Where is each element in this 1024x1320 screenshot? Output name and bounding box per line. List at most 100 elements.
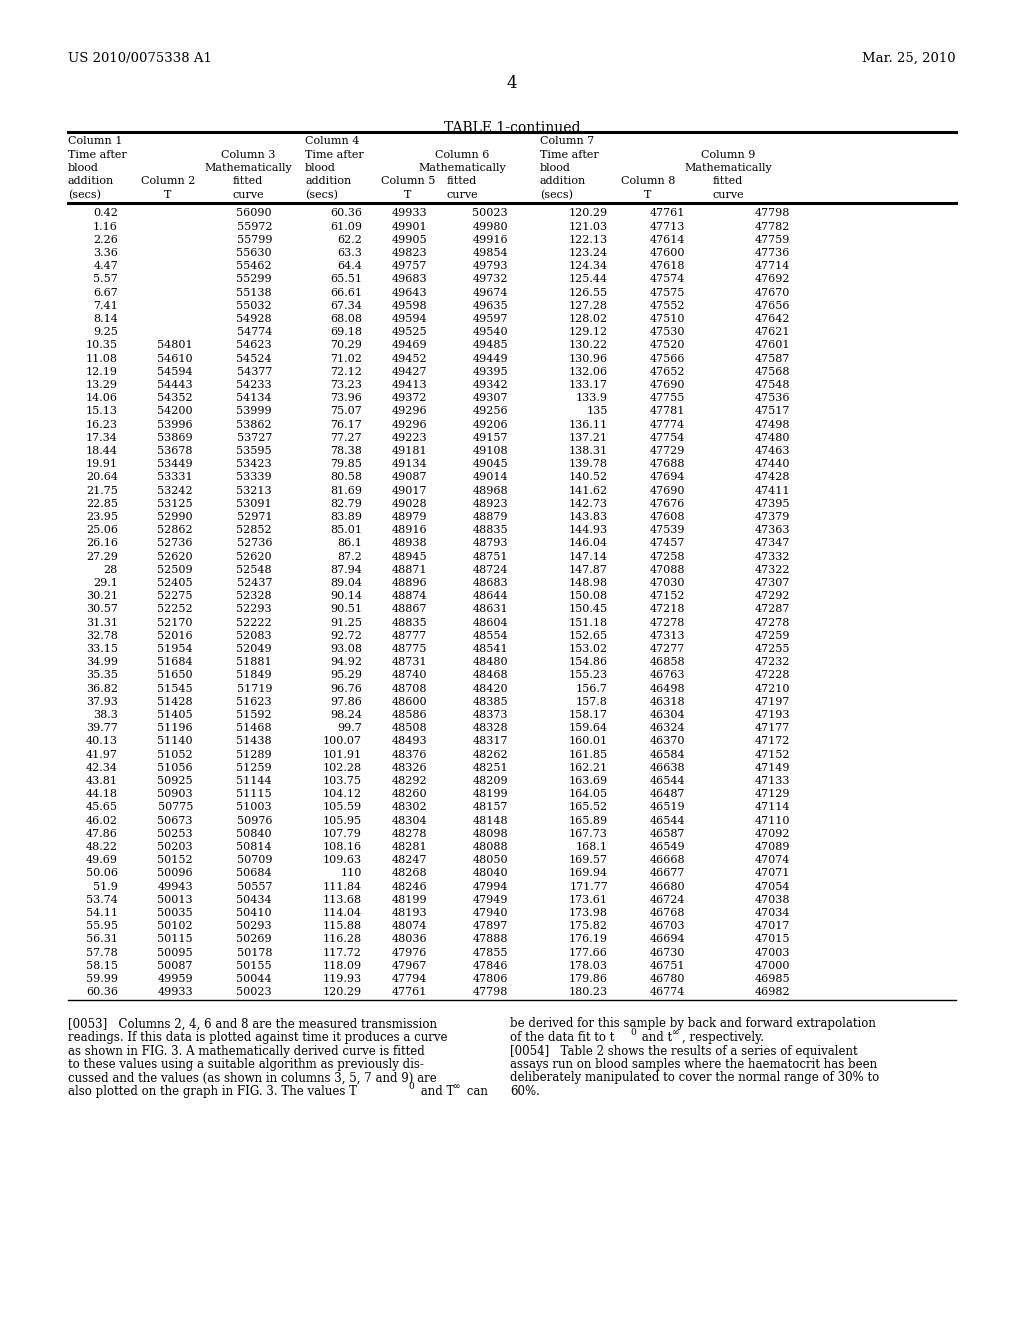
Text: 99.7: 99.7 <box>337 723 362 734</box>
Text: 50203: 50203 <box>158 842 193 853</box>
Text: 46768: 46768 <box>649 908 685 919</box>
Text: 55299: 55299 <box>237 275 272 285</box>
Text: 47074: 47074 <box>755 855 790 866</box>
Text: 46487: 46487 <box>649 789 685 800</box>
Text: 47846: 47846 <box>472 961 508 972</box>
Text: 64.4: 64.4 <box>337 261 362 272</box>
Text: 18.44: 18.44 <box>86 446 118 457</box>
Text: 47888: 47888 <box>472 935 508 945</box>
Text: 47177: 47177 <box>755 723 790 734</box>
Text: 143.83: 143.83 <box>569 512 608 523</box>
Text: 75.07: 75.07 <box>331 407 362 417</box>
Text: 47587: 47587 <box>755 354 790 364</box>
Text: 49206: 49206 <box>472 420 508 430</box>
Text: 47798: 47798 <box>755 209 790 219</box>
Text: 160.01: 160.01 <box>569 737 608 747</box>
Text: addition: addition <box>305 177 351 186</box>
Text: 47575: 47575 <box>649 288 685 298</box>
Text: 49933: 49933 <box>158 987 193 998</box>
Text: 46304: 46304 <box>649 710 685 721</box>
Text: 48604: 48604 <box>472 618 508 628</box>
Text: 47600: 47600 <box>649 248 685 259</box>
Text: 49413: 49413 <box>391 380 427 391</box>
Text: 47574: 47574 <box>649 275 685 285</box>
Text: as shown in FIG. 3. A mathematically derived curve is fitted: as shown in FIG. 3. A mathematically der… <box>68 1044 425 1057</box>
Text: 27.29: 27.29 <box>86 552 118 562</box>
Text: 47347: 47347 <box>755 539 790 549</box>
Text: 23.95: 23.95 <box>86 512 118 523</box>
Text: (secs): (secs) <box>540 190 573 201</box>
Text: , respectively.: , respectively. <box>682 1031 764 1044</box>
Text: 47510: 47510 <box>649 314 685 325</box>
Text: 46519: 46519 <box>649 803 685 813</box>
Text: 54352: 54352 <box>158 393 193 404</box>
Text: 53449: 53449 <box>158 459 193 470</box>
Text: 98.24: 98.24 <box>330 710 362 721</box>
Text: 83.89: 83.89 <box>330 512 362 523</box>
Text: 60.36: 60.36 <box>330 209 362 219</box>
Text: 173.61: 173.61 <box>569 895 608 906</box>
Text: 48835: 48835 <box>391 618 427 628</box>
Text: 49181: 49181 <box>391 446 427 457</box>
Text: 48731: 48731 <box>391 657 427 668</box>
Text: 50178: 50178 <box>237 948 272 958</box>
Text: 48938: 48938 <box>391 539 427 549</box>
Text: 46677: 46677 <box>649 869 685 879</box>
Text: 130.96: 130.96 <box>569 354 608 364</box>
Text: 22.85: 22.85 <box>86 499 118 510</box>
Text: 52405: 52405 <box>158 578 193 589</box>
Text: 47210: 47210 <box>755 684 790 694</box>
Text: 150.08: 150.08 <box>569 591 608 602</box>
Text: 52083: 52083 <box>237 631 272 642</box>
Text: 53727: 53727 <box>237 433 272 444</box>
Text: 53869: 53869 <box>158 433 193 444</box>
Text: 0.42: 0.42 <box>93 209 118 219</box>
Text: 53423: 53423 <box>237 459 272 470</box>
Text: 51592: 51592 <box>237 710 272 721</box>
Text: 48751: 48751 <box>472 552 508 562</box>
Text: 48247: 48247 <box>391 855 427 866</box>
Text: 47092: 47092 <box>755 829 790 840</box>
Text: 107.79: 107.79 <box>324 829 362 840</box>
Text: 151.18: 151.18 <box>569 618 608 628</box>
Text: 46370: 46370 <box>649 737 685 747</box>
Text: 44.18: 44.18 <box>86 789 118 800</box>
Text: 50102: 50102 <box>158 921 193 932</box>
Text: 54443: 54443 <box>158 380 193 391</box>
Text: Column 9: Column 9 <box>700 149 755 160</box>
Text: 49594: 49594 <box>391 314 427 325</box>
Text: 46703: 46703 <box>649 921 685 932</box>
Text: 52222: 52222 <box>237 618 272 628</box>
Text: 178.03: 178.03 <box>569 961 608 972</box>
Text: 50814: 50814 <box>237 842 272 853</box>
Text: (secs): (secs) <box>305 190 338 201</box>
Text: 50925: 50925 <box>158 776 193 787</box>
Text: 20.64: 20.64 <box>86 473 118 483</box>
Text: 78.38: 78.38 <box>330 446 362 457</box>
Text: 49597: 49597 <box>472 314 508 325</box>
Text: 49598: 49598 <box>391 301 427 312</box>
Text: 53091: 53091 <box>237 499 272 510</box>
Text: 53331: 53331 <box>158 473 193 483</box>
Text: 48468: 48468 <box>472 671 508 681</box>
Text: 52293: 52293 <box>237 605 272 615</box>
Text: 30.21: 30.21 <box>86 591 118 602</box>
Text: 47463: 47463 <box>755 446 790 457</box>
Text: 50044: 50044 <box>237 974 272 985</box>
Text: 47457: 47457 <box>649 539 685 549</box>
Text: to these values using a suitable algorithm as previously dis-: to these values using a suitable algorit… <box>68 1059 424 1071</box>
Text: 48968: 48968 <box>472 486 508 496</box>
Text: 87.94: 87.94 <box>330 565 362 576</box>
Text: 48420: 48420 <box>472 684 508 694</box>
Text: 16.23: 16.23 <box>86 420 118 430</box>
Text: 47129: 47129 <box>755 789 790 800</box>
Text: 7.41: 7.41 <box>93 301 118 312</box>
Text: 51719: 51719 <box>237 684 272 694</box>
Text: 47761: 47761 <box>649 209 685 219</box>
Text: 47228: 47228 <box>755 671 790 681</box>
Text: 49485: 49485 <box>472 341 508 351</box>
Text: 49.69: 49.69 <box>86 855 118 866</box>
Text: Column 3: Column 3 <box>221 149 275 160</box>
Text: 0: 0 <box>630 1028 636 1038</box>
Text: 47897: 47897 <box>473 921 508 932</box>
